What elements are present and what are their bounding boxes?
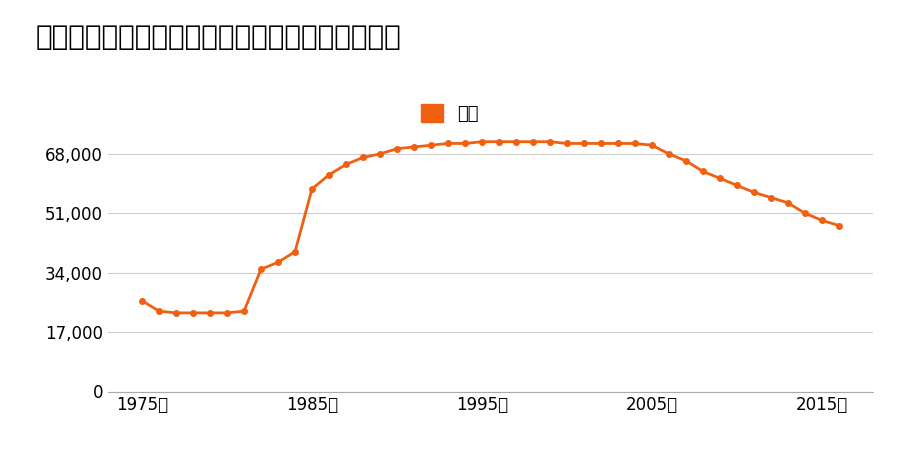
Text: 島根県安来市安来町字内浜１７２５番の地価推移: 島根県安来市安来町字内浜１７２５番の地価推移: [36, 22, 401, 50]
Legend: 価格: 価格: [421, 104, 479, 123]
